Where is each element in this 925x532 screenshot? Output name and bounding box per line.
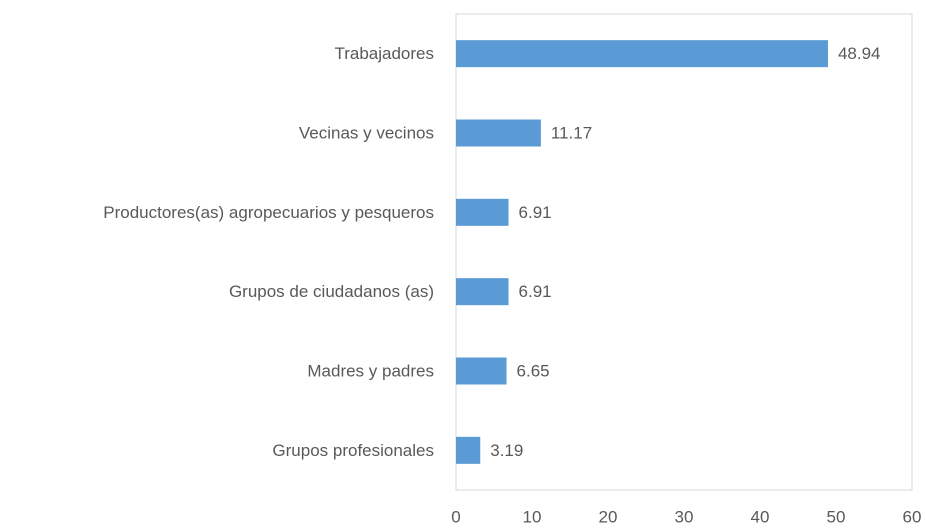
y-tick-label: Madres y padres: [307, 361, 434, 380]
bar: [456, 436, 481, 464]
value-label: 3.19: [490, 441, 523, 460]
value-label: 6.91: [519, 203, 552, 222]
plot-frame: [455, 13, 913, 491]
bar: [456, 357, 507, 385]
x-tick-label: 30: [675, 507, 694, 526]
bar: [456, 198, 509, 226]
y-tick-label: Vecinas y vecinos: [299, 123, 434, 142]
x-tick-label: 20: [599, 507, 618, 526]
bar: [456, 119, 541, 147]
x-tick-label: 0: [451, 507, 460, 526]
value-label: 6.65: [517, 361, 550, 380]
value-label: 6.91: [519, 282, 552, 301]
x-tick-label: 40: [751, 507, 770, 526]
y-tick-label: Trabajadores: [334, 44, 434, 63]
bar: [456, 278, 509, 306]
y-tick-label: Grupos profesionales: [272, 441, 434, 460]
bar: [456, 40, 828, 68]
y-tick-label: Productores(as) agropecuarios y pesquero…: [103, 203, 434, 222]
x-tick-label: 50: [827, 507, 846, 526]
y-tick-label: Grupos de ciudadanos (as): [229, 282, 434, 301]
value-label: 48.94: [838, 44, 881, 63]
x-tick-label: 60: [903, 507, 922, 526]
value-label: 11.17: [551, 123, 592, 142]
x-tick-label: 10: [523, 507, 542, 526]
